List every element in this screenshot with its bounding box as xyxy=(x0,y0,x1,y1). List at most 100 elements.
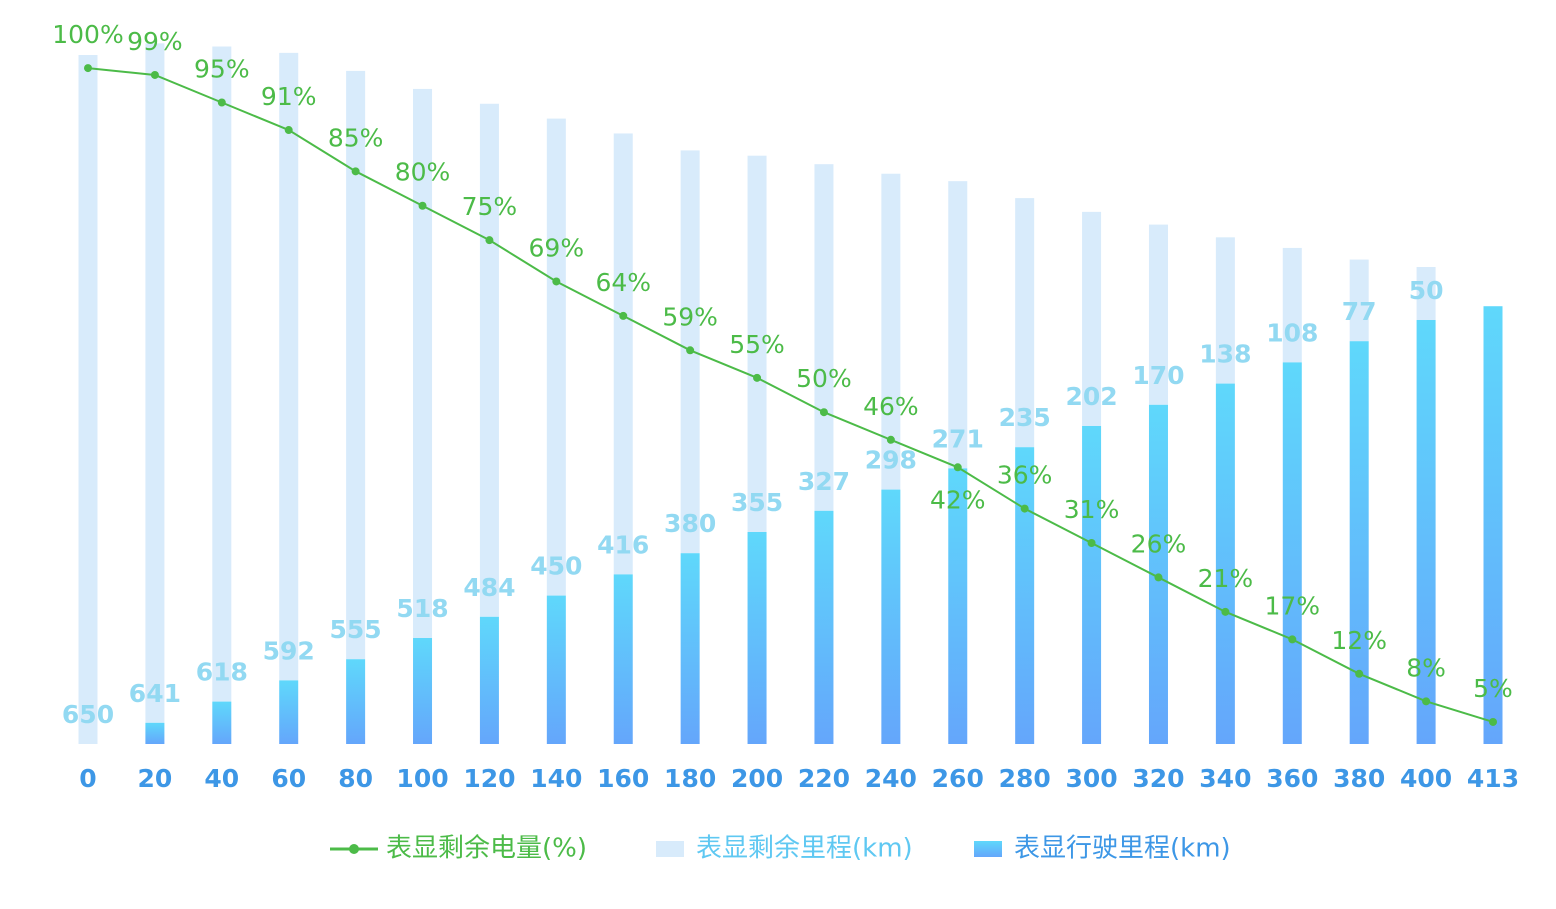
x-tick-label: 180 xyxy=(664,764,716,793)
battery-point xyxy=(150,70,159,79)
driven-bar xyxy=(413,638,433,744)
x-tick-label: 80 xyxy=(338,764,373,793)
driven-bar xyxy=(1349,341,1369,744)
remaining-label: 555 xyxy=(330,615,382,644)
driven-bar xyxy=(1215,383,1235,744)
driven-bar xyxy=(1416,320,1436,744)
battery-label: 36% xyxy=(997,461,1053,490)
remaining-bar xyxy=(479,103,499,617)
remaining-bar xyxy=(948,181,968,469)
legend-label: 表显剩余电量(%) xyxy=(386,834,587,864)
x-tick-label: 413 xyxy=(1467,764,1519,793)
driven-bar xyxy=(145,722,165,744)
battery-label: 64% xyxy=(595,268,651,297)
driven-bar xyxy=(279,680,299,744)
remaining-label: 416 xyxy=(597,530,649,559)
remaining-label: 592 xyxy=(263,636,315,665)
remaining-bar xyxy=(1416,267,1436,320)
battery-point xyxy=(1020,504,1029,513)
remaining-bar xyxy=(212,46,232,702)
battery-point xyxy=(217,98,226,107)
remaining-bar xyxy=(613,133,633,575)
battery-label: 69% xyxy=(529,233,585,262)
x-tick-label: 240 xyxy=(865,764,917,793)
driven-bar xyxy=(212,701,232,744)
remaining-bar xyxy=(747,155,767,532)
battery-point xyxy=(351,167,360,176)
remaining-label: 641 xyxy=(129,679,181,708)
remaining-bar xyxy=(1148,224,1168,405)
battery-point xyxy=(753,373,762,382)
remaining-bar xyxy=(413,88,433,639)
battery-point xyxy=(1288,635,1297,644)
remaining-label: 518 xyxy=(396,594,448,623)
battery-point xyxy=(953,463,962,472)
battery-label: 100% xyxy=(52,20,123,49)
driven-bar xyxy=(346,659,366,744)
battery-point xyxy=(84,64,92,73)
remaining-bar xyxy=(546,118,566,596)
driven-bar xyxy=(1082,426,1102,744)
x-tick-label: 120 xyxy=(463,764,515,793)
legend-label: 表显行驶里程(km) xyxy=(1014,834,1231,864)
x-tick-label: 300 xyxy=(1065,764,1117,793)
battery-label: 99% xyxy=(127,27,183,56)
remaining-label: 484 xyxy=(463,573,515,602)
remaining-label: 170 xyxy=(1132,361,1184,390)
remaining-label: 380 xyxy=(664,509,716,538)
x-tick-label: 140 xyxy=(530,764,582,793)
remaining-label: 202 xyxy=(1065,382,1117,411)
battery-label: 50% xyxy=(796,364,852,393)
battery-label: 46% xyxy=(863,392,919,421)
driven-bar xyxy=(613,574,633,744)
battery-label: 26% xyxy=(1131,529,1187,558)
x-tick-label: 100 xyxy=(396,764,448,793)
remaining-label: 77 xyxy=(1342,297,1377,326)
battery-label: 21% xyxy=(1198,564,1254,593)
remaining-bar xyxy=(1015,198,1035,448)
x-tick-label: 160 xyxy=(597,764,649,793)
x-tick-label: 260 xyxy=(932,764,984,793)
x-tick-label: 20 xyxy=(138,764,173,793)
battery-point xyxy=(819,408,828,417)
remaining-label: 50 xyxy=(1409,276,1444,305)
driven-bar xyxy=(680,553,700,744)
battery-label: 31% xyxy=(1064,495,1120,524)
remaining-bar xyxy=(145,43,165,723)
x-tick-label: 340 xyxy=(1199,764,1251,793)
remaining-bar xyxy=(1349,259,1369,342)
battery-label: 91% xyxy=(261,82,317,111)
battery-point xyxy=(1422,697,1431,706)
battery-label: 42% xyxy=(930,485,986,514)
remaining-bar xyxy=(1282,247,1302,363)
battery-label: 75% xyxy=(462,192,518,221)
battery-label: 8% xyxy=(1406,653,1446,682)
remaining-label: 298 xyxy=(865,446,917,475)
driven-bar xyxy=(814,510,834,744)
x-tick-label: 0 xyxy=(79,764,96,793)
battery-label: 55% xyxy=(729,330,785,359)
legend-swatch xyxy=(656,841,684,857)
remaining-label: 235 xyxy=(999,403,1051,432)
battery-point xyxy=(485,236,494,245)
driven-bar xyxy=(747,532,767,744)
driven-bar xyxy=(1483,306,1503,744)
remaining-label: 650 xyxy=(62,700,114,729)
x-tick-label: 280 xyxy=(999,764,1051,793)
remaining-label: 138 xyxy=(1199,340,1251,369)
driven-bar xyxy=(479,616,499,744)
battery-point xyxy=(686,346,695,355)
battery-point xyxy=(284,126,293,135)
legend-dot xyxy=(349,844,359,854)
battery-label: 17% xyxy=(1264,591,1320,620)
battery-point xyxy=(1489,717,1497,726)
battery-point xyxy=(418,201,427,210)
x-tick-label: 40 xyxy=(204,764,239,793)
driven-bar xyxy=(546,595,566,744)
remaining-bar xyxy=(1215,237,1235,384)
battery-label: 80% xyxy=(395,158,451,187)
remaining-bar xyxy=(279,52,299,681)
driven-bar xyxy=(1282,362,1302,744)
battery-label: 12% xyxy=(1331,626,1387,655)
